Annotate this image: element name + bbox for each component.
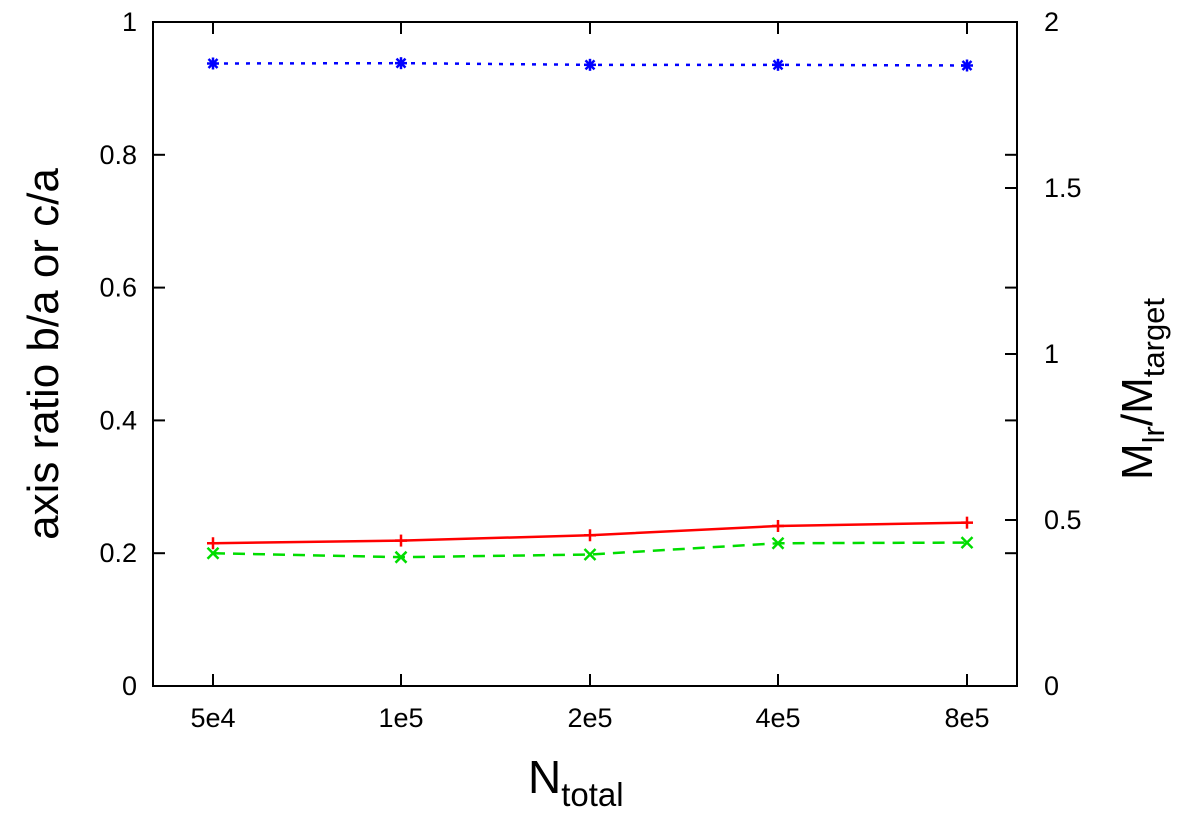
y-left-tick-label: 0.4 — [99, 405, 137, 435]
series-1-point — [207, 57, 219, 70]
series-3-line — [212, 541, 968, 559]
series-1-point — [584, 58, 596, 71]
series-3-point — [394, 550, 408, 564]
y-right-tick-label: 1.5 — [1044, 173, 1082, 203]
series-2-point — [584, 529, 596, 542]
series-1-point — [772, 58, 784, 71]
ticks-layer: 0 0.2 0.4 0.6 0.8 1 0 0.5 1 1.5 2 5e4 1e5 2e5 4e5 8e5 — [99, 7, 1081, 733]
x-tick-label: 2e5 — [567, 703, 612, 733]
series-2-point — [395, 534, 407, 547]
series-3-point — [583, 548, 597, 561]
y-right-tick-label: 0.5 — [1044, 505, 1082, 535]
x-axis-title: Ntotal — [528, 751, 624, 813]
series-3-point — [960, 536, 974, 549]
x-tick-label: 4e5 — [755, 703, 800, 733]
y-right-tick-label: 1 — [1044, 339, 1059, 369]
y-left-tick-label: 0.2 — [99, 538, 137, 568]
x-tick-label: 5e4 — [190, 703, 235, 733]
y-left-tick-label: 0 — [122, 671, 137, 701]
series-3-point — [206, 546, 220, 560]
y-axis-left-title: axis ratio b/a or c/a — [19, 168, 68, 540]
y-left-tick-label: 0.8 — [99, 140, 137, 170]
y-axis-right-title: Mlr/Mtarget — [1113, 298, 1171, 480]
y-right-tick-label: 2 — [1044, 7, 1059, 37]
series-1-point — [961, 59, 973, 72]
plot-frame — [152, 21, 1018, 687]
x-tick-label: 1e5 — [378, 703, 423, 733]
series-1-point — [395, 57, 407, 70]
series-2-point — [961, 516, 973, 529]
y-right-tick-label: 0 — [1044, 671, 1059, 701]
series-2-point — [207, 537, 219, 550]
series-2-point — [772, 519, 784, 532]
y-left-tick-label: 0.6 — [99, 273, 137, 303]
y-left-tick-label: 1 — [122, 7, 137, 37]
series-layer — [206, 57, 974, 564]
series-3-point — [771, 536, 785, 550]
x-tick-label: 8e5 — [944, 703, 989, 733]
